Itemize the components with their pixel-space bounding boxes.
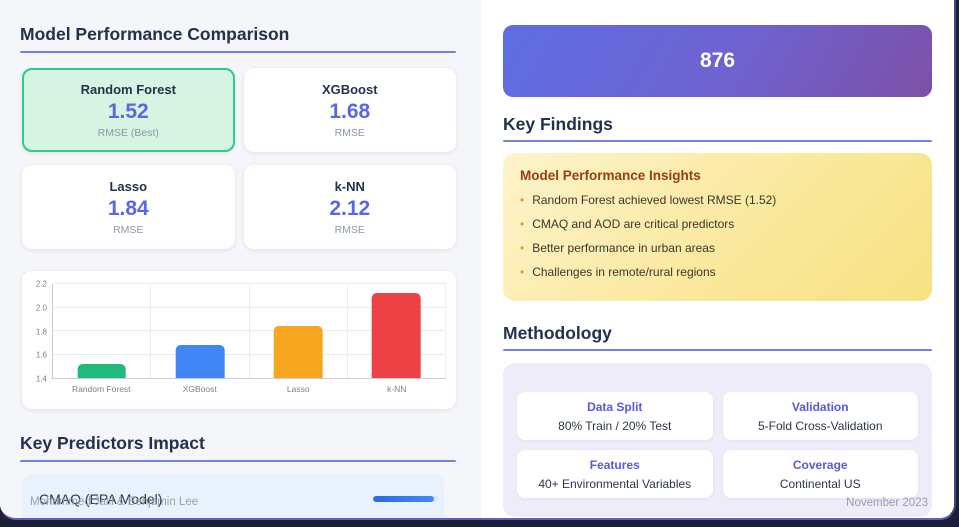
gridline bbox=[53, 306, 446, 308]
x-axis-label: Random Forest bbox=[71, 384, 131, 394]
method-card-value: 5-Fold Cross-Validation bbox=[758, 418, 883, 433]
method-card-title: Features bbox=[589, 457, 640, 472]
footer-date: November 2023 bbox=[846, 497, 928, 509]
model-rmse-value: 1.52 bbox=[107, 99, 149, 123]
predictor-bar-fill bbox=[373, 496, 435, 502]
model-card-random-forest[interactable]: Random Forest 1.52 RMSE (Best) bbox=[22, 68, 235, 152]
model-name: Random Forest bbox=[80, 81, 176, 97]
method-card-title: Validation bbox=[791, 399, 849, 414]
bullet-dot-icon: • bbox=[520, 217, 525, 231]
bar-random-forest bbox=[77, 363, 126, 378]
method-card-coverage: Coverage Continental US bbox=[722, 450, 918, 498]
predictors-panel: CMAQ (EPA Model) AOD (Satellite) bbox=[22, 474, 444, 518]
footer-authors: Mohammed Jalil & Benjamin Lee bbox=[30, 496, 199, 508]
method-card-value: 40+ Environmental Variables bbox=[538, 476, 692, 491]
predictor-row-cmaq: CMAQ (EPA Model) bbox=[39, 491, 438, 507]
predictor-bar-track bbox=[373, 496, 438, 502]
insight-text: Better performance in urban areas bbox=[532, 241, 715, 255]
gridline bbox=[53, 353, 446, 355]
key-findings-title: Key Findings bbox=[503, 114, 613, 134]
bar-slot bbox=[53, 284, 152, 378]
method-card-validation: Validation 5-Fold Cross-Validation bbox=[722, 392, 918, 440]
method-card-value: 80% Train / 20% Test bbox=[558, 418, 672, 433]
y-axis-tick-label: 1.4 bbox=[35, 374, 47, 384]
bar-slot bbox=[250, 284, 348, 378]
bar-slot bbox=[151, 284, 250, 378]
insights-title: Model Performance Insights bbox=[520, 168, 701, 183]
chart-x-axis: Random Forest XGBoost Lasso k-NN bbox=[22, 379, 456, 394]
stat-banner-value: 876 bbox=[699, 49, 736, 72]
model-name: XGBoost bbox=[321, 81, 378, 97]
predictor-row-aod: AOD (Satellite) bbox=[39, 516, 438, 518]
right-panel: 876 Key Findings Model Performance Insig… bbox=[481, 0, 954, 518]
predictor-label: AOD (Satellite) bbox=[39, 516, 132, 518]
model-card-lasso[interactable]: Lasso 1.84 RMSE bbox=[22, 165, 235, 249]
insight-bullet: • CMAQ and AOD are critical predictors bbox=[520, 217, 914, 231]
bar-lasso bbox=[273, 326, 323, 378]
gridline bbox=[53, 283, 446, 284]
chart-y-axis: 1.4 1.6 1.8 2.0 2.2 bbox=[28, 280, 52, 384]
method-card-data-split: Data Split 80% Train / 20% Test bbox=[517, 392, 713, 440]
insights-box: Model Performance Insights • Random Fore… bbox=[503, 153, 932, 301]
left-panel: Model Performance Comparison Random Fore… bbox=[0, 0, 481, 518]
model-rmse-label: RMSE bbox=[334, 126, 365, 139]
method-card-title: Data Split bbox=[587, 399, 643, 414]
title-underline bbox=[20, 51, 456, 53]
bullet-dot-icon: • bbox=[520, 265, 525, 279]
model-rmse-label: RMSE bbox=[334, 223, 365, 236]
insight-text: CMAQ and AOD are critical predictors bbox=[532, 217, 735, 231]
model-cards-grid: Random Forest 1.52 RMSE (Best) XGBoost 1… bbox=[22, 68, 456, 249]
insight-text: Challenges in remote/rural regions bbox=[532, 265, 716, 279]
insight-text: Random Forest achieved lowest RMSE (1.52… bbox=[532, 193, 777, 207]
x-axis-label: k-NN bbox=[387, 384, 407, 394]
model-rmse-value: 1.84 bbox=[107, 196, 149, 220]
bar-xgboost bbox=[175, 345, 225, 378]
y-axis-tick-label: 1.6 bbox=[35, 350, 47, 360]
insight-bullet: • Challenges in remote/rural regions bbox=[520, 265, 914, 279]
x-axis-label: Lasso bbox=[286, 384, 310, 394]
x-axis-label: XGBoost bbox=[182, 384, 217, 394]
method-card-title: Coverage bbox=[792, 457, 848, 472]
model-name: Lasso bbox=[109, 178, 148, 194]
methodology-title: Methodology bbox=[503, 323, 612, 343]
method-card-features: Features 40+ Environmental Variables bbox=[517, 450, 713, 498]
key-predictors-title: Key Predictors Impact bbox=[20, 433, 205, 453]
bullet-dot-icon: • bbox=[520, 193, 525, 207]
model-rmse-label: RMSE bbox=[113, 223, 144, 236]
y-axis-tick-label: 2.0 bbox=[35, 303, 47, 313]
model-rmse-value: 2.12 bbox=[329, 196, 371, 220]
bullet-dot-icon: • bbox=[520, 241, 525, 255]
method-card-value: Continental US bbox=[779, 476, 861, 491]
gridline bbox=[53, 330, 446, 331]
model-card-knn[interactable]: k-NN 2.12 RMSE bbox=[243, 165, 456, 249]
insight-bullet: • Random Forest achieved lowest RMSE (1.… bbox=[520, 193, 914, 207]
model-rmse-value: 1.68 bbox=[329, 99, 371, 123]
chart-plot-area bbox=[52, 283, 446, 379]
y-axis-tick-label: 2.2 bbox=[35, 279, 47, 289]
bar-k-nn bbox=[372, 293, 421, 378]
model-performance-title: Model Performance Comparison bbox=[20, 24, 290, 44]
model-rmse-label: RMSE (Best) bbox=[97, 126, 159, 139]
model-name: k-NN bbox=[334, 178, 365, 194]
bar-slot bbox=[348, 284, 446, 378]
model-card-xgboost[interactable]: XGBoost 1.68 RMSE bbox=[243, 68, 456, 152]
stat-banner: 876 bbox=[503, 25, 932, 97]
rmse-bar-chart: 1.4 1.6 1.8 2.0 2.2 bbox=[22, 271, 456, 384]
rmse-bar-chart-card: 1.4 1.6 1.8 2.0 2.2 Random Forest XGBoost Lass… bbox=[22, 271, 456, 409]
predictor-label: CMAQ (EPA Model) bbox=[39, 491, 163, 507]
title-underline bbox=[20, 460, 456, 462]
y-axis-tick-label: 1.8 bbox=[35, 327, 47, 336]
title-underline bbox=[503, 349, 932, 351]
title-underline bbox=[503, 140, 932, 142]
insight-bullet: • Better performance in urban areas bbox=[520, 241, 914, 255]
methodology-box: Data Split 80% Train / 20% Test Validati… bbox=[503, 363, 932, 517]
